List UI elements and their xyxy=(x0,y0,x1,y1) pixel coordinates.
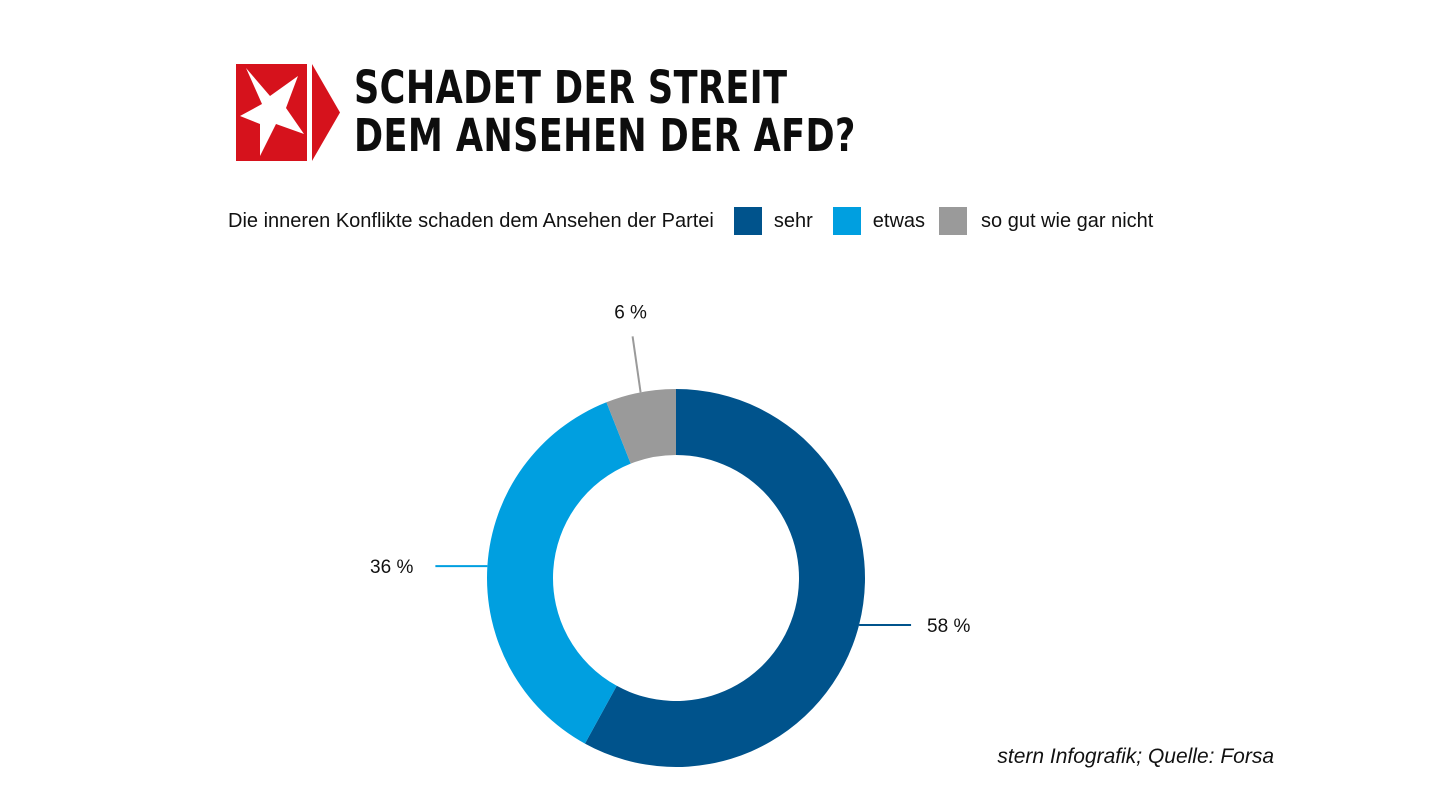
legend-label-sehr: sehr xyxy=(773,209,813,232)
legend-label-so-gut-wie-gar-nicht: so gut wie gar nicht xyxy=(981,209,1154,232)
value-label-sehr: 58 % xyxy=(927,616,970,637)
donut-slice-sehr xyxy=(584,389,866,767)
legend-swatch-sehr xyxy=(733,207,762,235)
chart-title-line-2: DEM ANSEHEN DER AFD? xyxy=(354,109,856,162)
legend: Die inneren Konflikte schaden dem Ansehe… xyxy=(228,206,1153,236)
stern-logo-icon xyxy=(236,64,314,161)
legend-title: Die inneren Konflikte schaden dem Ansehe… xyxy=(228,209,714,232)
legend-item-etwas: etwas xyxy=(832,207,939,235)
chart-title-line-1: SCHADET DER STREIT xyxy=(354,61,788,114)
legend-swatch-etwas xyxy=(832,207,861,235)
legend-swatch-so-gut-wie-gar-nicht xyxy=(939,207,968,235)
legend-item-sehr: sehr xyxy=(733,207,833,235)
logo-arrow-icon xyxy=(312,64,340,161)
value-label-so-gut-wie-gar-nicht: 6 % xyxy=(614,302,647,323)
donut-slice-so-gut-wie-gar-nicht xyxy=(606,389,676,464)
source-note: stern Infografik; Quelle: Forsa xyxy=(997,745,1274,768)
leader-line-so-gut-wie-gar-nicht xyxy=(631,336,642,393)
donut-slice-etwas xyxy=(486,402,631,744)
value-label-etwas: 36 % xyxy=(370,557,413,578)
legend-label-etwas: etwas xyxy=(872,209,926,232)
logo-star-shape xyxy=(240,68,304,156)
legend-item-so-gut-wie-gar-nicht: so gut wie gar nicht xyxy=(939,207,1153,235)
